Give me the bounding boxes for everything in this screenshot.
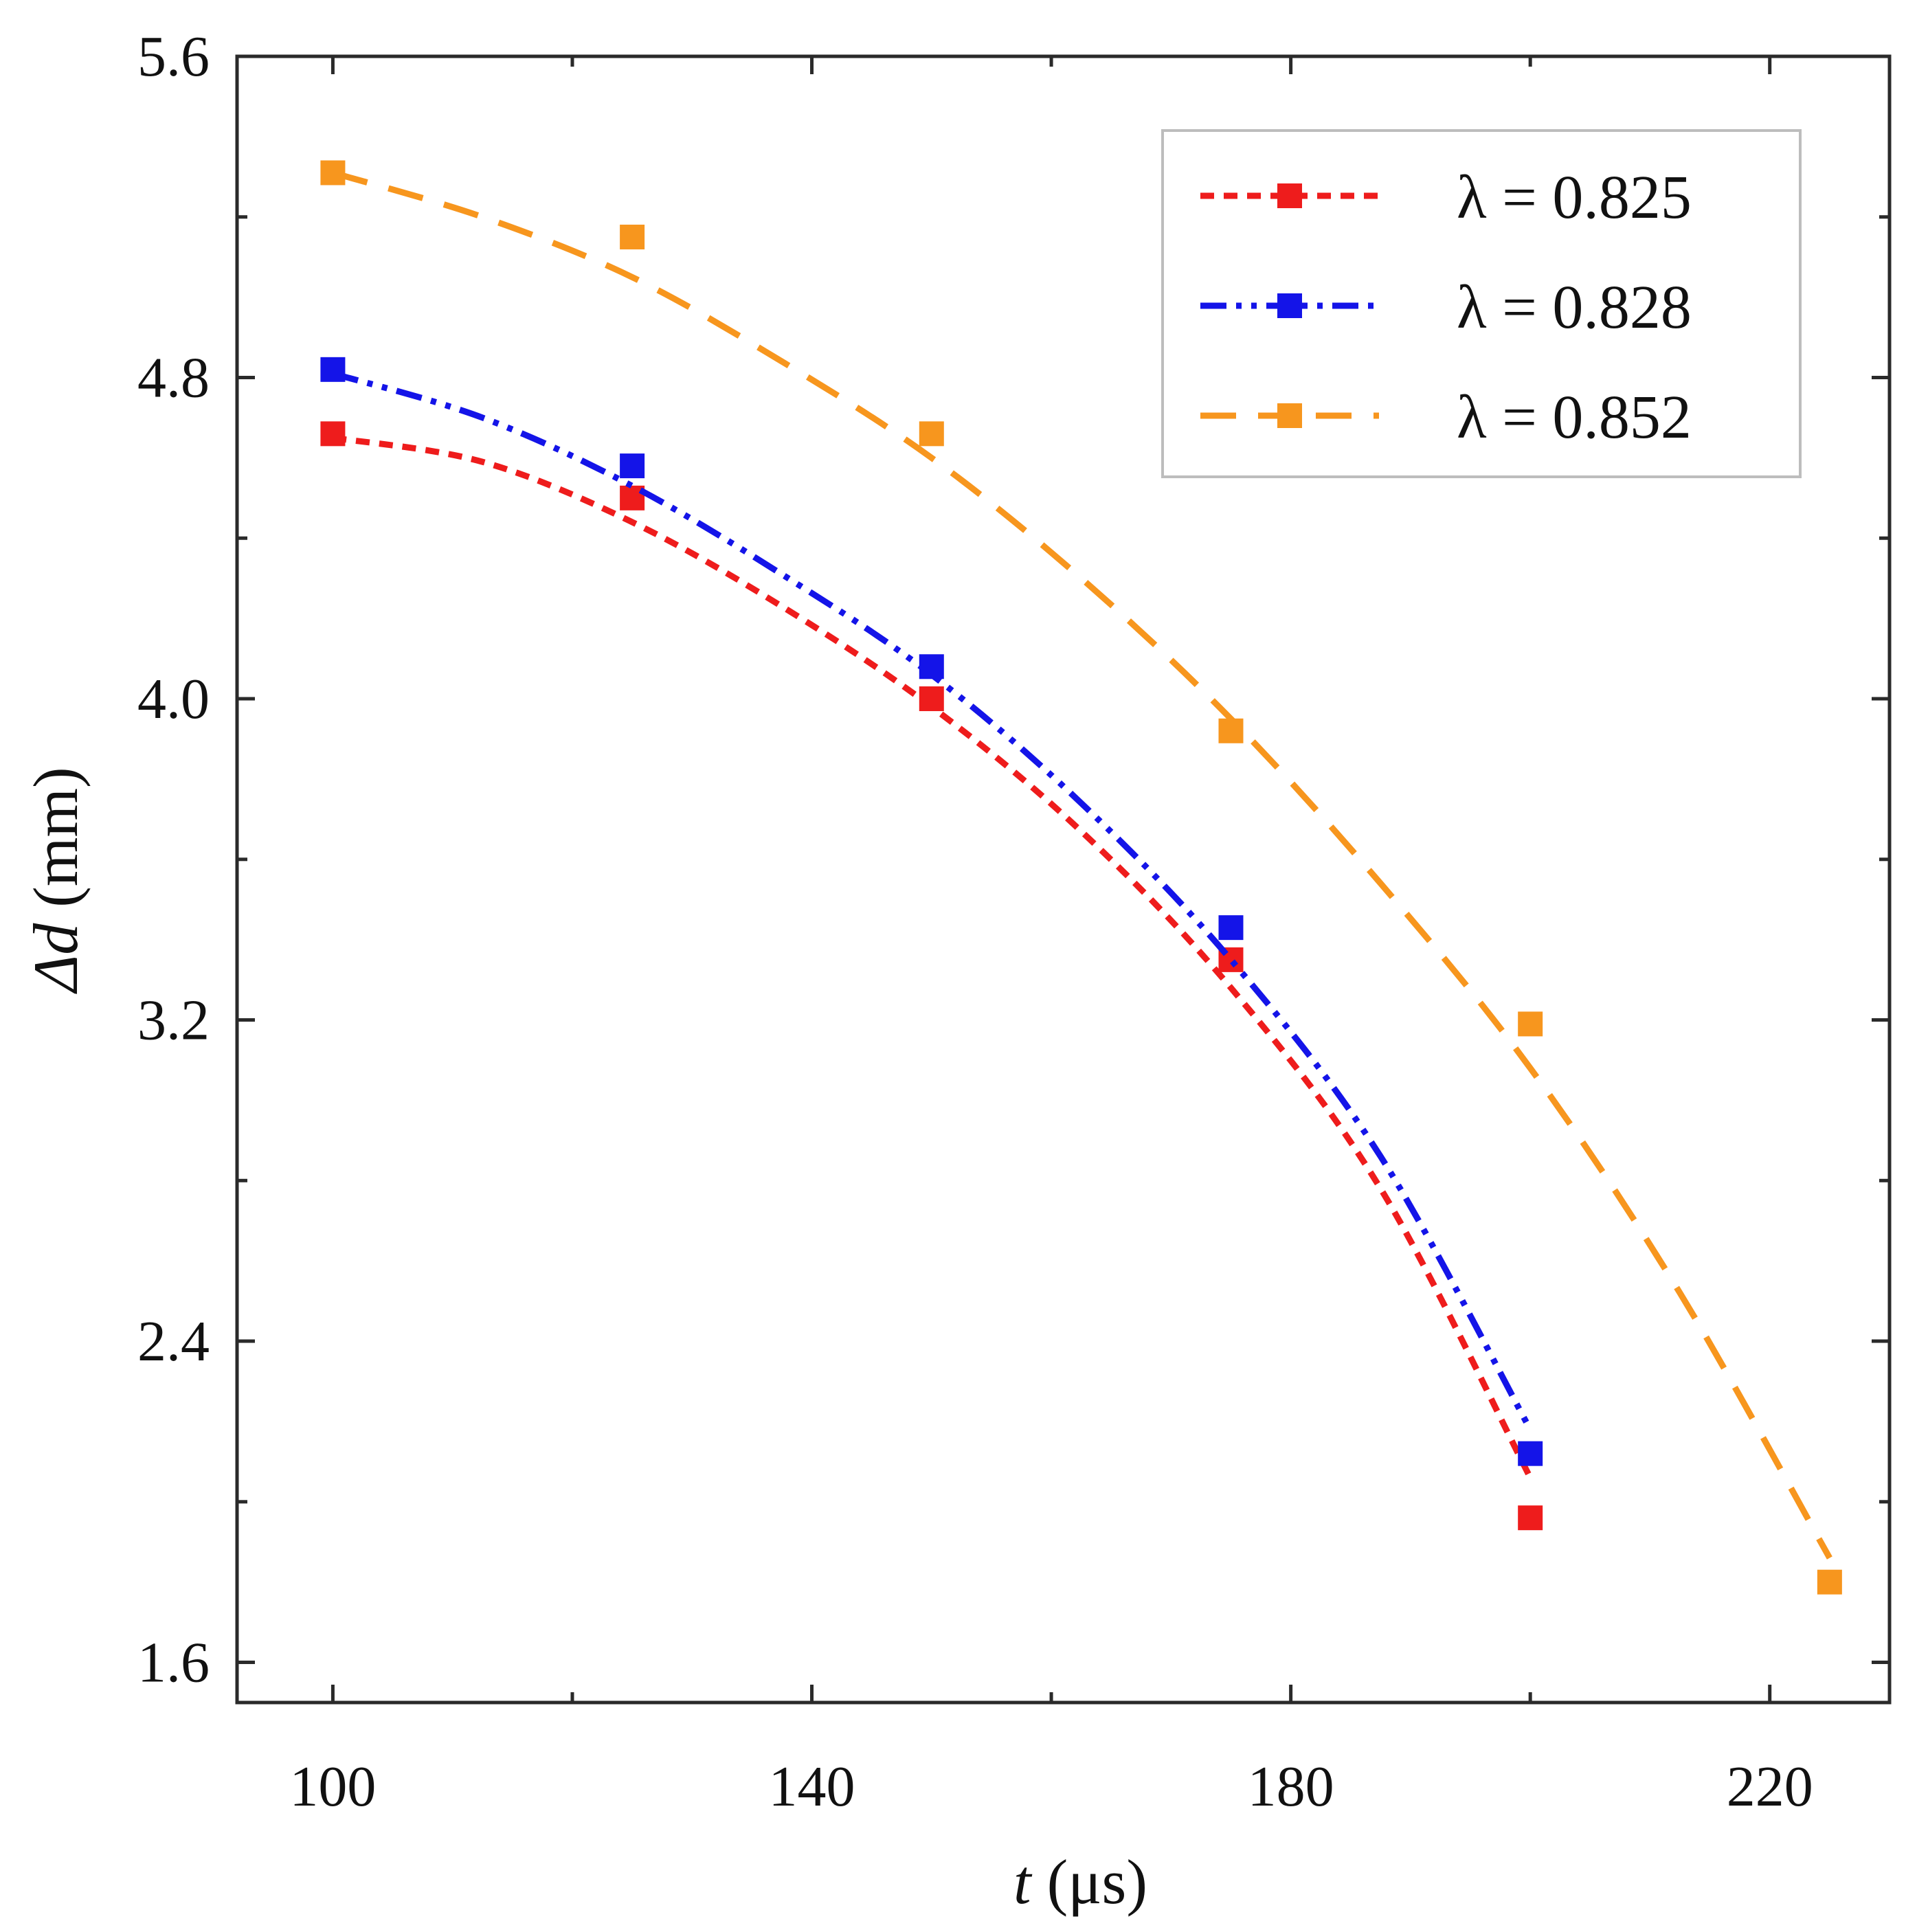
axes: 100 140 180 220 1.6 2.4 3.2 4.0 4.8 5.6 t (μs) Δd (… (21, 25, 1892, 1917)
data-point (1218, 915, 1244, 941)
y-axis-unit: (mm) (21, 767, 91, 923)
x-axis-variable: t (1013, 1847, 1033, 1917)
y-axis-variable: Δd (21, 923, 91, 995)
y-tick-label: 1.6 (137, 1631, 210, 1695)
x-axis-unit: (μs) (1031, 1847, 1147, 1917)
data-point (620, 453, 645, 479)
data-point (320, 357, 346, 382)
legend-item: λ = 0.825 (1200, 164, 1692, 232)
legend-label: λ = 0.825 (1457, 164, 1692, 232)
legend-label: λ = 0.852 (1457, 383, 1692, 451)
y-axis-label: Δd (mm) (21, 767, 91, 994)
series-line (332, 170, 1832, 1560)
y-tick-label: 4.8 (137, 346, 210, 410)
series-2 (320, 357, 1543, 1466)
plot-frame (235, 54, 1892, 1705)
legend-marker (1277, 183, 1302, 208)
x-tick-label: 220 (1727, 1755, 1813, 1819)
y-tick-label: 5.6 (137, 25, 210, 89)
x-tick-label: 100 (289, 1755, 376, 1819)
data-point (919, 421, 944, 447)
series-group (320, 160, 1842, 1595)
series-line (332, 370, 1534, 1431)
y-tick-label: 4.0 (137, 667, 210, 731)
legend-item: λ = 0.828 (1200, 273, 1692, 341)
data-point (1518, 1505, 1543, 1531)
y-tick-label: 2.4 (137, 1310, 210, 1373)
y-tick-label: 3.2 (137, 989, 210, 1053)
legend: λ = 0.825 λ = 0.828 λ = 0.852 (1161, 129, 1802, 478)
data-point (1518, 1441, 1543, 1466)
series-line (332, 434, 1534, 1479)
data-point (919, 654, 944, 679)
x-axis-label: t (μs) (1013, 1847, 1147, 1917)
data-point (620, 224, 645, 249)
legend-marker (1277, 403, 1302, 428)
legend-item: λ = 0.852 (1200, 383, 1692, 451)
x-tick-label: 140 (769, 1755, 855, 1819)
legend-marker (1277, 293, 1302, 318)
legend-label: λ = 0.828 (1457, 273, 1692, 341)
x-tick-label: 180 (1248, 1755, 1334, 1819)
series-3 (320, 160, 1842, 1595)
data-point (320, 421, 346, 447)
data-point (320, 160, 346, 186)
data-point (1518, 1011, 1543, 1037)
series-1 (320, 421, 1543, 1531)
data-point (919, 686, 944, 712)
data-point (1817, 1569, 1842, 1595)
data-point (1218, 718, 1244, 743)
